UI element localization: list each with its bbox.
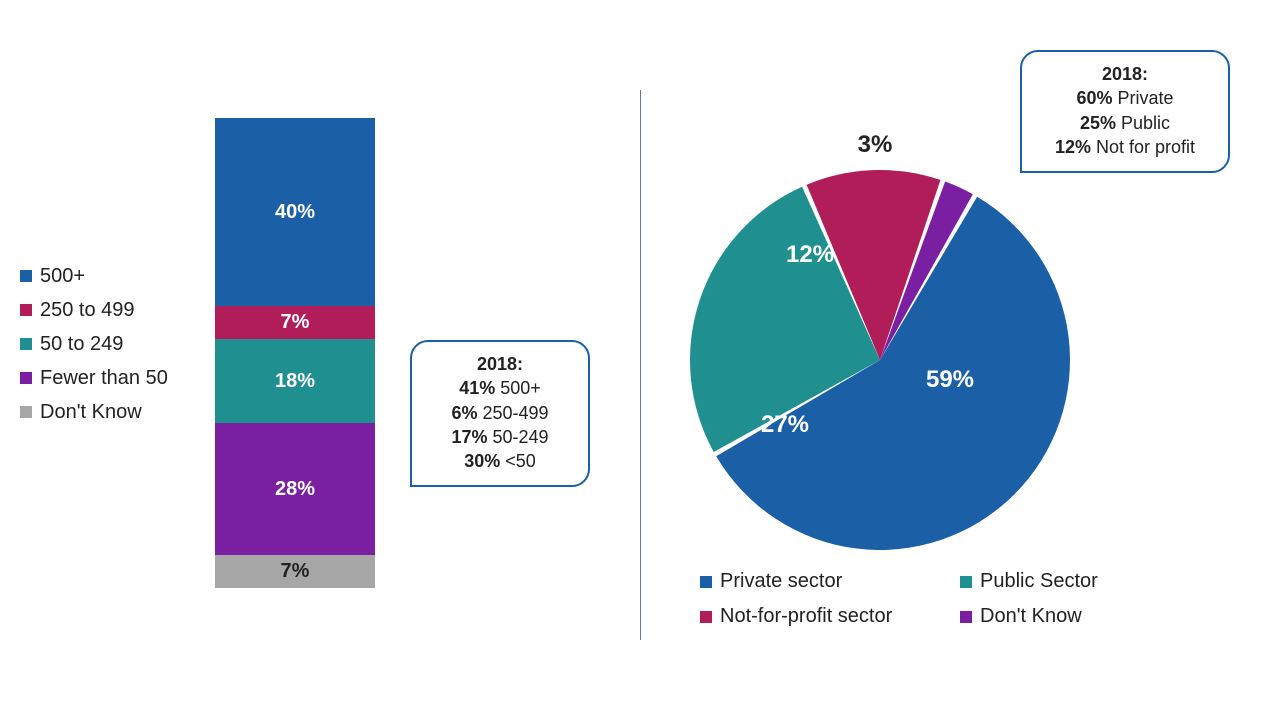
- callout-line: 6% 250-499: [430, 401, 570, 425]
- legend-swatch: [20, 304, 32, 316]
- bar-segment-label: 28%: [275, 478, 315, 501]
- callout-year: 2018:: [1040, 62, 1210, 86]
- callout-line: 30% <50: [430, 449, 570, 473]
- bar-segment-label: 18%: [275, 370, 315, 393]
- legend-label: Public Sector: [980, 570, 1098, 593]
- callout-line: 12% Not for profit: [1040, 135, 1210, 159]
- legend-label: Don't Know: [40, 396, 142, 428]
- pie-slice-label: 12%: [786, 241, 834, 269]
- legend-label: 50 to 249: [40, 328, 123, 360]
- callout-line: 60% Private: [1040, 86, 1210, 110]
- legend-sector: Private sector Public Sector Not-for-profi…: [700, 570, 1220, 630]
- pie-chart: 59%27%12%3%: [690, 170, 1070, 550]
- stacked-bar-chart: 40% 7% 18% 28% 7%: [215, 118, 375, 588]
- legend-label: 250 to 499: [40, 294, 135, 326]
- legend-swatch: [20, 372, 32, 384]
- legend-swatch: [20, 270, 32, 282]
- legend-swatch: [20, 406, 32, 418]
- callout-line: 17% 50-249: [430, 425, 570, 449]
- chart-container: 500+250 to 49950 to 249Fewer than 50Don'…: [0, 0, 1280, 720]
- callout-year: 2018:: [430, 352, 570, 376]
- legend-item: Don't Know: [960, 605, 1220, 628]
- panel-stacked-bar: 500+250 to 49950 to 249Fewer than 50Don'…: [0, 0, 640, 720]
- bar-segment: 18%: [215, 339, 375, 424]
- legend-item: Don't Know: [20, 396, 168, 428]
- legend-label: Fewer than 50: [40, 362, 168, 394]
- callout-line: 25% Public: [1040, 111, 1210, 135]
- legend-label: Don't Know: [980, 605, 1082, 628]
- callout-line: 41% 500+: [430, 376, 570, 400]
- legend-item: Public Sector: [960, 570, 1220, 593]
- legend-label: 500+: [40, 260, 85, 292]
- pie-svg: [690, 170, 1070, 550]
- legend-item: Private sector: [700, 570, 960, 593]
- bar-segment: 40%: [215, 118, 375, 306]
- callout-2018-sector: 2018:60% Private25% Public12% Not for pr…: [1020, 50, 1230, 173]
- callout-2018-size: 2018:41% 500+6% 250-49917% 50-24930% <50: [410, 340, 590, 487]
- bar-segment: 28%: [215, 423, 375, 555]
- pie-slice-label: 59%: [926, 366, 974, 394]
- legend-swatch: [700, 576, 712, 588]
- legend-label: Private sector: [720, 570, 842, 593]
- panel-pie: 2018:60% Private25% Public12% Not for pr…: [640, 0, 1280, 720]
- bar-segment-label: 7%: [281, 311, 310, 334]
- legend-item: Fewer than 50: [20, 362, 168, 394]
- legend-swatch: [20, 338, 32, 350]
- pie-slice-label: 27%: [761, 411, 809, 439]
- bar-segment-label: 40%: [275, 201, 315, 224]
- legend-item: 250 to 499: [20, 294, 168, 326]
- legend-swatch: [700, 611, 712, 623]
- legend-swatch: [960, 611, 972, 623]
- bar-segment-label: 7%: [281, 560, 310, 583]
- legend-item: 50 to 249: [20, 328, 168, 360]
- legend-label: Not-for-profit sector: [720, 605, 892, 628]
- bar-segment: 7%: [215, 555, 375, 588]
- legend-item: Not-for-profit sector: [700, 605, 960, 628]
- legend-swatch: [960, 576, 972, 588]
- pie-slice-label: 3%: [858, 131, 893, 159]
- bar-segment: 7%: [215, 306, 375, 339]
- legend-item: 500+: [20, 260, 168, 292]
- legend-company-size: 500+250 to 49950 to 249Fewer than 50Don'…: [20, 260, 168, 430]
